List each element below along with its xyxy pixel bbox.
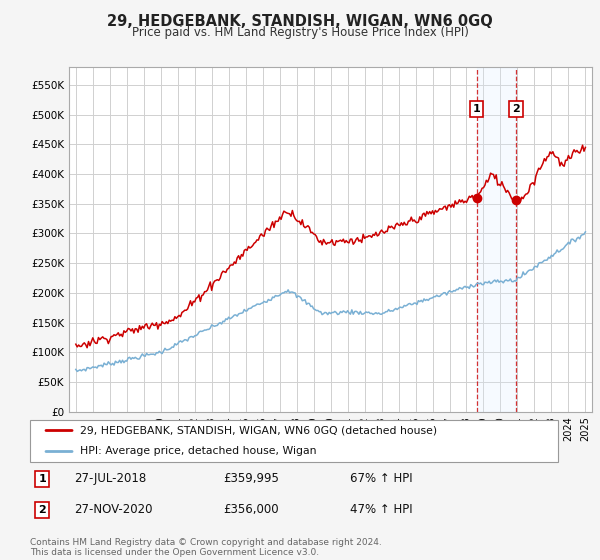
Text: HPI: Average price, detached house, Wigan: HPI: Average price, detached house, Wiga…: [80, 446, 317, 456]
Text: 47% ↑ HPI: 47% ↑ HPI: [350, 503, 413, 516]
Text: Price paid vs. HM Land Registry's House Price Index (HPI): Price paid vs. HM Land Registry's House …: [131, 26, 469, 39]
Text: 2: 2: [38, 505, 46, 515]
Text: 67% ↑ HPI: 67% ↑ HPI: [350, 473, 413, 486]
Text: 2: 2: [512, 104, 520, 114]
Bar: [476, 67, 516, 412]
Text: 1: 1: [38, 474, 46, 484]
Text: Contains HM Land Registry data © Crown copyright and database right 2024.
This d: Contains HM Land Registry data © Crown c…: [30, 538, 382, 557]
Text: 29, HEDGEBANK, STANDISH, WIGAN, WN6 0GQ: 29, HEDGEBANK, STANDISH, WIGAN, WN6 0GQ: [107, 14, 493, 29]
Text: £356,000: £356,000: [223, 503, 279, 516]
Text: 27-NOV-2020: 27-NOV-2020: [74, 503, 152, 516]
Text: 29, HEDGEBANK, STANDISH, WIGAN, WN6 0GQ (detached house): 29, HEDGEBANK, STANDISH, WIGAN, WN6 0GQ …: [80, 426, 437, 436]
FancyBboxPatch shape: [30, 420, 558, 462]
Text: £359,995: £359,995: [223, 473, 279, 486]
Text: 27-JUL-2018: 27-JUL-2018: [74, 473, 146, 486]
Text: 1: 1: [473, 104, 481, 114]
